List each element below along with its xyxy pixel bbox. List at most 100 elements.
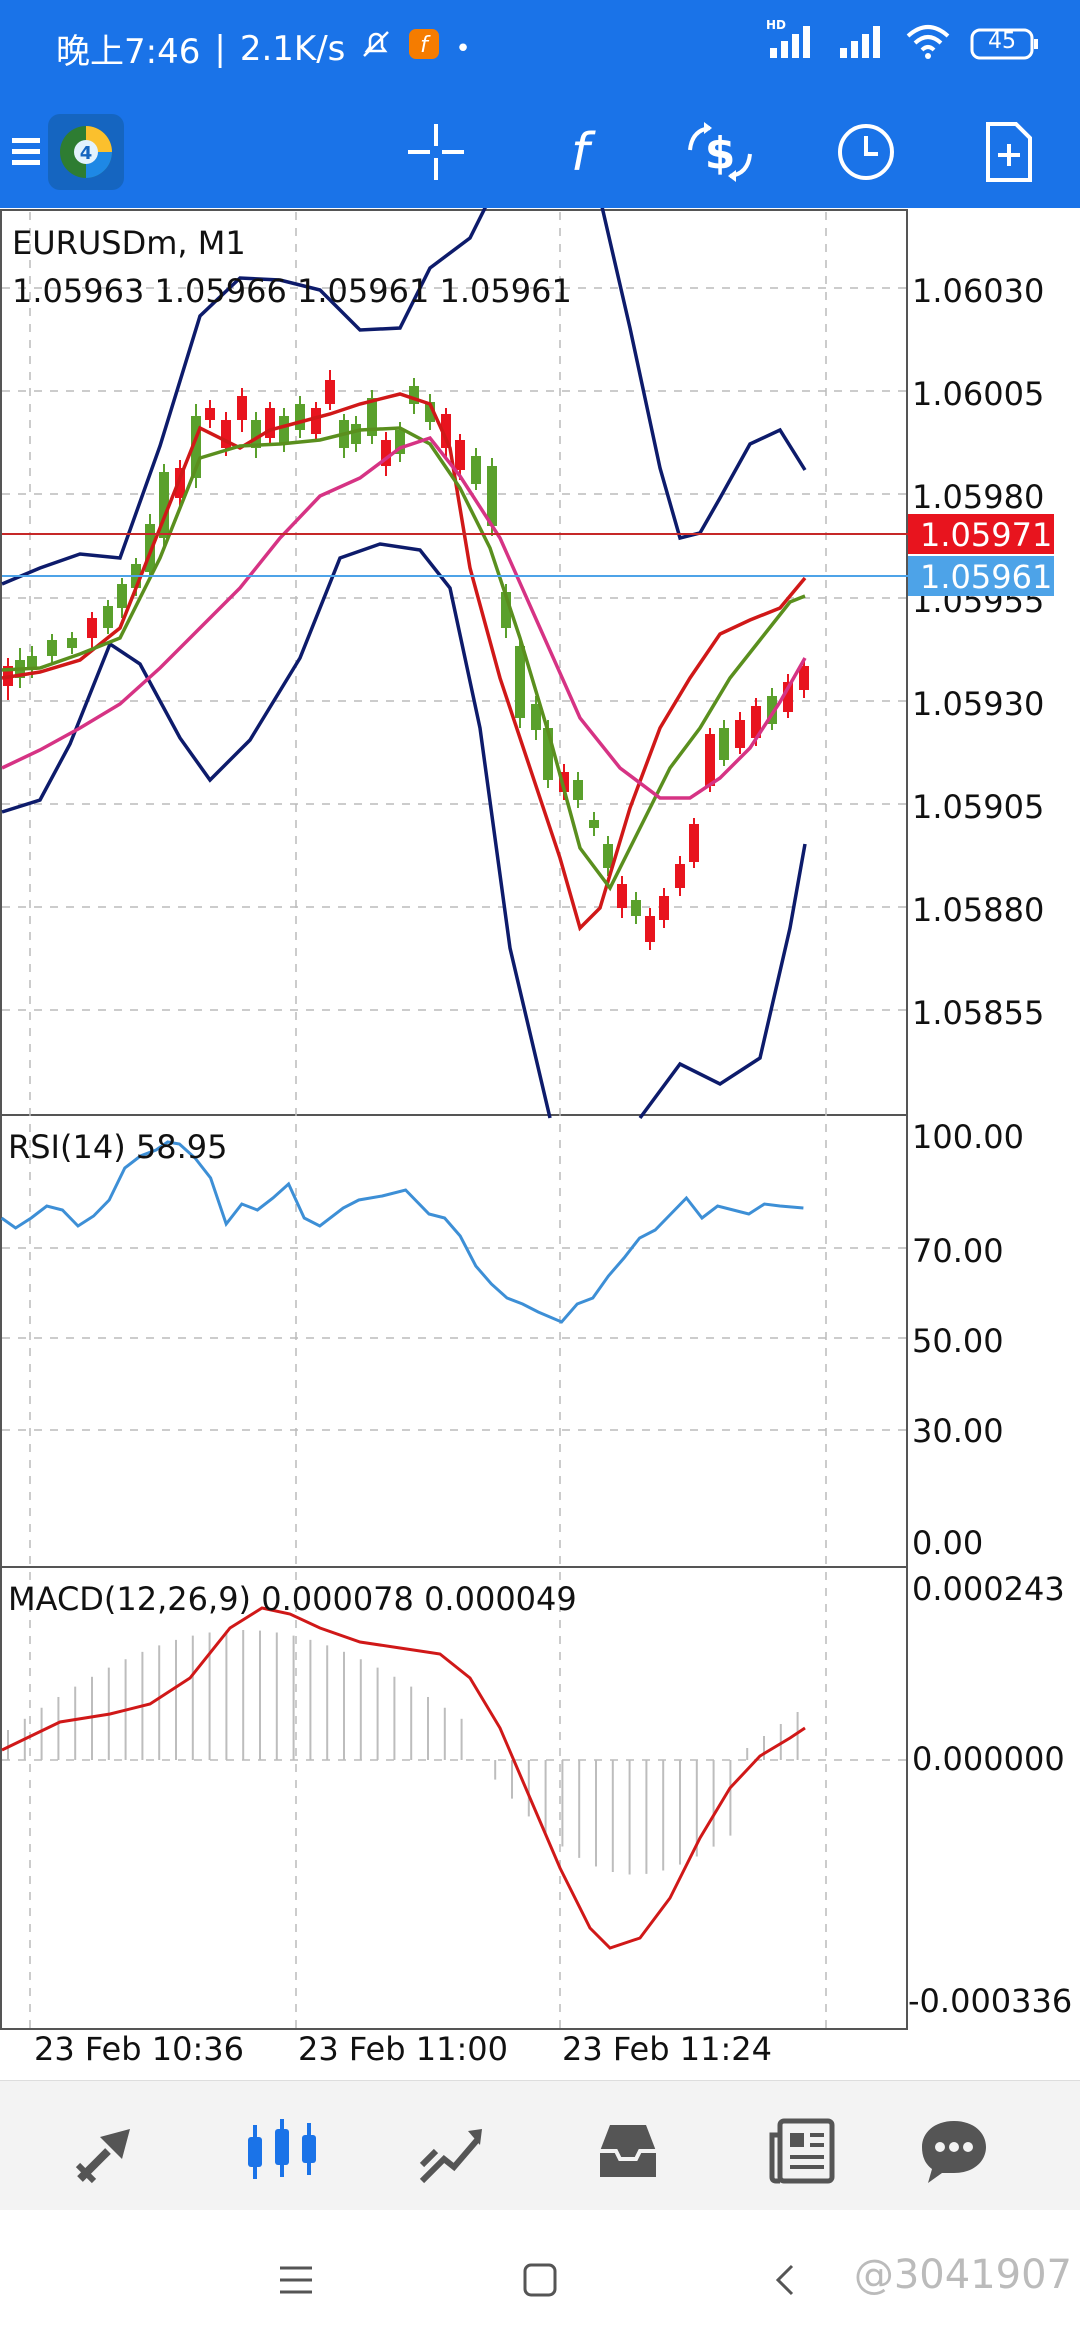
candle-body	[145, 524, 155, 572]
candle-body	[455, 440, 465, 470]
candle-body	[501, 592, 511, 628]
grid-lines	[2, 212, 906, 2028]
cell-signal-hd-icon: HD	[766, 18, 820, 66]
candle-body	[265, 408, 275, 438]
bollinger-bands	[1, 197, 807, 1120]
candle-body	[159, 472, 169, 538]
status-bar: 晚上7:46 | 2.1K/s f • HD 45	[0, 0, 1080, 96]
candle-body	[325, 380, 335, 404]
chart-area[interactable]: EURUSDm, M1 1.05963 1.05966 1.05961 1.05…	[0, 197, 1080, 2080]
bollinger-band-line	[1, 542, 552, 1119]
mute-bell-icon	[359, 27, 393, 70]
app-notification-icon: f	[407, 27, 441, 70]
svg-text:4: 4	[80, 143, 93, 164]
back-icon[interactable]	[756, 2250, 816, 2310]
trade-icon[interactable]	[412, 2111, 492, 2191]
status-dot: •	[455, 33, 471, 64]
candle-body	[783, 682, 793, 712]
ask-price-label: 1.05971	[920, 516, 1052, 554]
candle-body	[87, 618, 97, 638]
rsi-tick: 70.00	[912, 1232, 1004, 1270]
price-tick: 1.05980	[912, 478, 1044, 516]
price-chart[interactable]: EURUSDm, M1 1.05963 1.05966 1.05961 1.05…	[0, 197, 1080, 2080]
svg-text:f: f	[421, 33, 432, 58]
candle-body	[799, 666, 809, 690]
hd-label: HD	[766, 18, 787, 32]
candle-body	[67, 638, 77, 648]
news-icon[interactable]	[762, 2111, 842, 2191]
macd-tick: -0.000336	[908, 1982, 1072, 2020]
candle-body	[543, 728, 553, 780]
battery-icon: 45	[970, 27, 1040, 61]
price-tick: 1.05905	[912, 788, 1044, 826]
rsi-tick: 100.00	[912, 1118, 1024, 1156]
network-speed: 2.1K/s	[239, 28, 346, 69]
candle-body	[237, 396, 247, 420]
candle-body	[395, 430, 405, 454]
price-tick: 1.06005	[912, 375, 1044, 413]
chart-icon[interactable]	[242, 2111, 322, 2191]
candle-body	[27, 656, 37, 670]
status-separator: |	[214, 28, 226, 69]
rsi-tick: 30.00	[912, 1412, 1004, 1450]
candle-body	[705, 734, 715, 786]
currency-exchange-icon[interactable]: $	[680, 112, 760, 192]
candle-body	[767, 696, 777, 724]
bid-price-tag	[908, 556, 1054, 596]
rsi-tick: 0.00	[912, 1524, 983, 1562]
watermark-text: @3041907	[853, 2252, 1072, 2298]
new-document-icon[interactable]	[968, 112, 1048, 192]
cell-signal-icon	[838, 22, 886, 66]
menu-icon[interactable]	[0, 112, 66, 192]
candle-body	[191, 416, 201, 478]
rsi-pane-frame	[0, 1114, 908, 1568]
candle-body	[251, 420, 261, 448]
price-tick: 1.05880	[912, 891, 1044, 929]
candle-body	[751, 706, 761, 738]
bollinger-band-line	[638, 843, 807, 1120]
candle-body	[425, 402, 435, 422]
candle-body	[471, 456, 481, 484]
bid-price-label: 1.05961	[920, 558, 1052, 596]
candle-body	[719, 728, 729, 760]
candle-body	[175, 468, 185, 498]
top-toolbar: 4 f $	[0, 96, 1080, 208]
wifi-icon	[904, 22, 952, 66]
battery-level: 45	[988, 29, 1016, 54]
history-icon[interactable]	[588, 2111, 668, 2191]
macd-pane-frame	[0, 1566, 908, 2030]
candle-body	[589, 820, 599, 828]
function-icon[interactable]: f	[540, 112, 620, 192]
candle-body	[559, 772, 569, 792]
candle-body	[221, 420, 231, 448]
quotes-icon[interactable]	[68, 2111, 148, 2191]
price-axis: 1.06030 1.06005 1.05980 1.05955 1.05930 …	[912, 272, 1044, 1032]
clock-icon[interactable]	[826, 112, 906, 192]
macd-tick: 0.000243	[912, 1570, 1065, 1608]
moving-average-line	[1, 435, 807, 800]
bottom-navigation	[0, 2080, 1080, 2211]
candle-body	[311, 408, 321, 434]
rsi-title: RSI(14) 58.95	[8, 1128, 227, 1166]
rsi-line	[0, 1140, 804, 1324]
candle-body	[367, 398, 377, 436]
svg-text:$: $	[705, 128, 736, 179]
bollinger-band-line	[598, 197, 807, 541]
candle-body	[617, 884, 627, 908]
candle-body	[645, 916, 655, 942]
chat-icon[interactable]	[914, 2111, 994, 2191]
home-icon[interactable]	[510, 2250, 570, 2310]
price-tick: 1.06030	[912, 272, 1044, 310]
macd-title: MACD(12,26,9) 0.000078 0.000049	[8, 1580, 577, 1618]
candle-body	[381, 440, 391, 466]
candlesticks	[3, 370, 809, 950]
candle-body	[603, 844, 613, 868]
crosshair-icon[interactable]	[396, 112, 476, 192]
moving-average-line	[1, 426, 806, 892]
symbol-title: EURUSDm, M1	[12, 224, 246, 262]
metatrader-logo-icon[interactable]: 4	[46, 112, 126, 192]
recents-icon[interactable]	[266, 2250, 326, 2310]
time-label: 23 Feb 10:36	[34, 2030, 244, 2068]
candle-body	[631, 900, 641, 916]
svg-text:f: f	[571, 123, 596, 183]
